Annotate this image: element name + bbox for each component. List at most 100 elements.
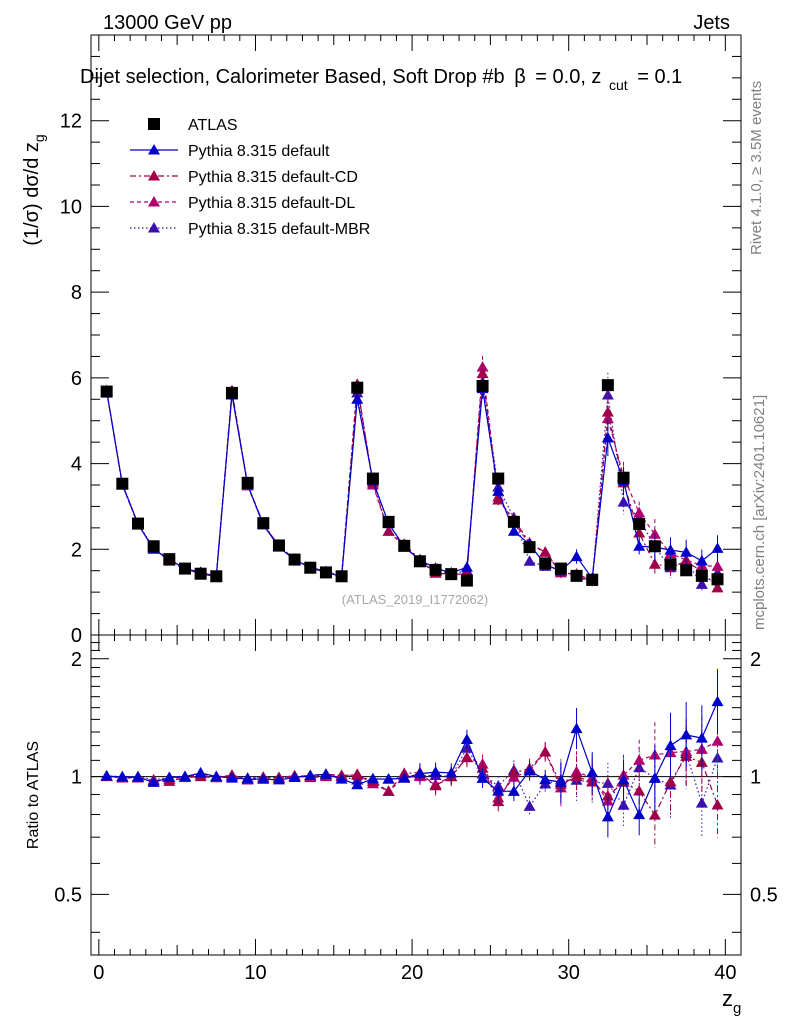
- legend-label: Pythia 8.315 default-CD: [188, 169, 358, 186]
- data-point: [460, 561, 473, 572]
- ratio-point: [335, 773, 348, 784]
- data-point: [633, 518, 646, 530]
- x-axis-label: zg: [722, 986, 741, 1017]
- ratio-point: [147, 776, 160, 787]
- ratio-point: [492, 795, 505, 807]
- legend-entry: Pythia 8.315 default: [130, 143, 330, 160]
- ratio-point: [570, 722, 583, 734]
- ratio-point: [100, 769, 113, 781]
- ratio-point: [570, 770, 583, 782]
- ratio-point: [319, 768, 332, 779]
- data-point: [601, 379, 614, 392]
- ratio-point: [617, 799, 630, 810]
- data-point: [319, 566, 332, 579]
- ratio-point: [398, 772, 411, 783]
- data-point: [257, 517, 270, 530]
- ratio-point: [507, 766, 520, 778]
- ratio-point: [272, 773, 285, 785]
- ratio-y-tick-label: 2: [71, 649, 82, 671]
- legend-label: Pythia 8.315 default-MBR: [188, 221, 370, 238]
- legend-entry: ATLAS: [148, 117, 238, 134]
- ratio-point: [523, 764, 536, 776]
- mcplots-label: mcplots.cern.ch [arXiv:2401.10621]: [751, 395, 768, 630]
- data-point: [648, 528, 661, 539]
- data-point: [178, 562, 191, 575]
- ratio-point: [288, 771, 301, 783]
- data-point: [711, 542, 724, 553]
- data-point: [429, 563, 442, 576]
- y-tick-label: 8: [71, 282, 82, 304]
- ratio-point: [304, 769, 317, 780]
- data-point: [351, 381, 364, 394]
- data-point: [382, 525, 395, 536]
- data-point: [664, 558, 677, 571]
- ratio-point: [711, 798, 724, 810]
- ratio-point: [539, 773, 552, 785]
- y-tick-label: 10: [60, 196, 82, 218]
- ratio-point: [695, 797, 708, 808]
- data-point: [617, 471, 630, 484]
- data-point: [413, 555, 426, 568]
- data-point: [225, 386, 238, 399]
- data-layer: [100, 355, 724, 848]
- ratio-panel-frame: [90, 634, 742, 956]
- data-point: [507, 515, 520, 528]
- data-point: [539, 546, 552, 557]
- data-point: [210, 570, 223, 583]
- ratio-point: [476, 772, 489, 783]
- ratio-point: [539, 745, 552, 757]
- data-point: [695, 578, 708, 589]
- data-point: [507, 525, 520, 536]
- ratio-y-tick-label: 1: [750, 767, 761, 789]
- legend-entry: Pythia 8.315 default-DL: [130, 195, 355, 212]
- ratio-point: [507, 785, 520, 796]
- data-point: [648, 540, 661, 553]
- selection-text: Dijet selection, Calorimeter Based, Soft…: [80, 66, 505, 88]
- ratio-point: [633, 784, 646, 796]
- legend-label: Pythia 8.315 default-DL: [188, 195, 355, 212]
- ratio-point: [460, 751, 473, 763]
- zcut-text: = 0.1: [637, 66, 682, 88]
- ratio-point: [194, 767, 207, 778]
- ratio-point: [382, 773, 395, 784]
- rivet-label: Rivet 4.1.0, ≥ 3.5M events: [748, 81, 765, 255]
- ratio-y-tick-label: 1: [71, 767, 82, 789]
- data-point: [100, 385, 113, 398]
- legend-marker: [148, 144, 160, 155]
- data-point: [147, 540, 160, 553]
- data-point: [351, 393, 364, 404]
- zcut-subscript: cut: [609, 77, 628, 93]
- legend-marker: [148, 170, 160, 181]
- y-axis-label: (1/σ) dσ/d zg: [21, 134, 47, 245]
- y-tick-label: 0: [71, 625, 82, 647]
- beta-text: = 0.0, z: [535, 66, 601, 88]
- beta-symbol: β: [514, 66, 526, 88]
- ratio-point: [429, 766, 442, 777]
- data-point: [664, 544, 677, 555]
- legend-marker: [148, 118, 160, 130]
- ratio-point: [351, 769, 364, 780]
- ratio-point: [445, 767, 458, 778]
- data-point: [492, 494, 505, 505]
- data-point: [492, 485, 505, 496]
- category-label: Jets: [693, 12, 730, 34]
- data-point: [554, 562, 567, 575]
- series-line-cd: [106, 373, 718, 589]
- data-point: [523, 541, 536, 554]
- data-point: [116, 477, 129, 490]
- ratio-point: [225, 772, 238, 783]
- ratio-point: [633, 808, 646, 820]
- ratio-point: [382, 785, 395, 796]
- x-tick-label: 40: [714, 962, 736, 984]
- legend-entry: Pythia 8.315 default-MBR: [130, 221, 370, 238]
- legend-entry: Pythia 8.315 default-CD: [130, 169, 358, 186]
- data-point: [131, 517, 144, 530]
- ratio-point: [680, 728, 693, 740]
- ratio-point: [648, 809, 661, 820]
- ratio-point: [601, 810, 614, 822]
- y-tick-label: 6: [71, 368, 82, 390]
- data-point: [523, 555, 536, 566]
- series-atlas: [100, 379, 724, 587]
- data-point: [695, 554, 708, 566]
